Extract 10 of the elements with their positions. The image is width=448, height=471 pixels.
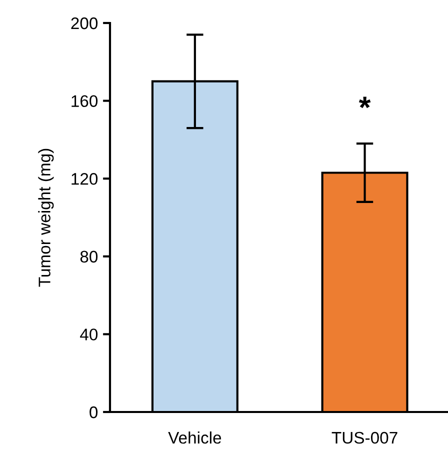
y-tick-label: 0 (90, 406, 98, 418)
y-tick-label: 80 (80, 250, 98, 263)
y-tick-label: 40 (80, 328, 98, 340)
y-tick-label: 200 (71, 17, 98, 30)
y-tick-label: 160 (72, 95, 98, 108)
annotation: * (358, 96, 371, 108)
x-tick-label: TUS-007 (332, 432, 398, 444)
x-tick-label: Vehicle (168, 431, 222, 444)
y-tick-label: 120 (72, 173, 98, 185)
y-axis-title: Tumor weight (mg) (38, 148, 54, 287)
